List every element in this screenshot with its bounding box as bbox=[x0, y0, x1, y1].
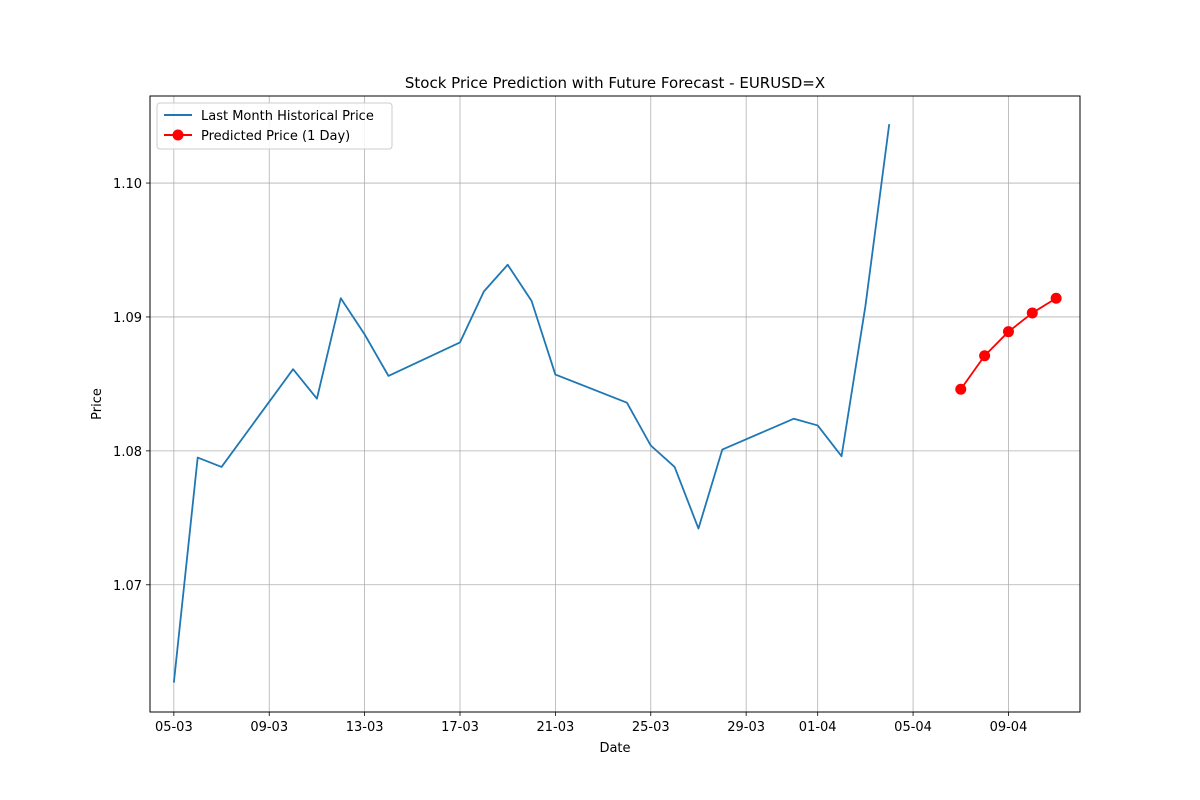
x-axis-label: Date bbox=[599, 741, 630, 756]
x-tick-label: 05-04 bbox=[894, 720, 932, 735]
y-tick-label: 1.09 bbox=[113, 311, 142, 326]
legend-marker-predicted bbox=[172, 129, 184, 141]
plot-series bbox=[172, 124, 1062, 683]
y-axis-ticks: 1.07 1.08 1.09 1.10 bbox=[113, 177, 150, 594]
plot-frame bbox=[149, 95, 1081, 713]
x-tick-label: 13-03 bbox=[346, 720, 384, 735]
x-tick-label: 17-03 bbox=[441, 720, 479, 735]
y-axis-label: Price bbox=[90, 388, 105, 420]
series-point-1 bbox=[1026, 307, 1038, 319]
y-tick-label: 1.08 bbox=[113, 445, 142, 460]
series-point-1 bbox=[1050, 292, 1062, 304]
x-tick-label: 25-03 bbox=[632, 720, 670, 735]
x-tick-label: 29-03 bbox=[727, 720, 765, 735]
x-tick-label: 09-04 bbox=[990, 720, 1028, 735]
x-tick-label: 01-04 bbox=[799, 720, 837, 735]
x-tick-label: 09-03 bbox=[250, 720, 288, 735]
x-tick-label: 21-03 bbox=[536, 720, 574, 735]
y-tick-label: 1.07 bbox=[113, 579, 142, 594]
legend-box bbox=[156, 102, 393, 150]
series-point-1 bbox=[955, 383, 967, 395]
series-point-1 bbox=[979, 350, 991, 362]
legend-label-historical: Last Month Historical Price bbox=[201, 109, 374, 124]
legend-label-predicted: Predicted Price (1 Day) bbox=[201, 129, 350, 144]
grid-lines bbox=[150, 96, 1080, 712]
chart-title: Stock Price Prediction with Future Forec… bbox=[405, 74, 825, 92]
legend: Last Month Historical Price Predicted Pr… bbox=[156, 102, 393, 150]
x-tick-label: 05-03 bbox=[155, 720, 193, 735]
x-axis-ticks: 05-03 09-03 13-03 17-03 21-03 25-03 29-03 01-04… bbox=[155, 712, 1027, 735]
series-point-1 bbox=[1002, 326, 1014, 338]
series-line-0 bbox=[172, 124, 891, 683]
y-tick-label: 1.10 bbox=[113, 177, 142, 192]
